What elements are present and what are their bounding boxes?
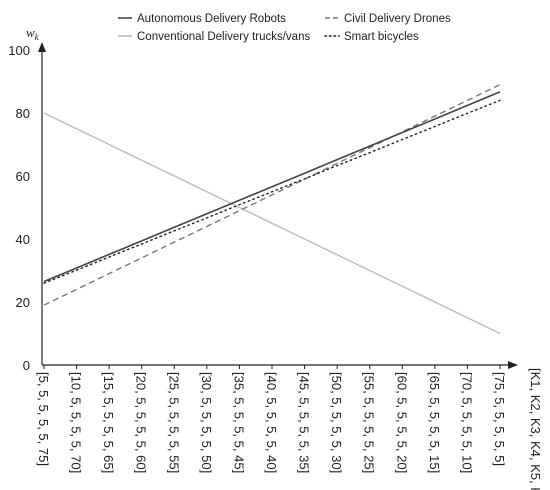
series-lines: [43, 83, 501, 335]
y-tick-label: 0: [23, 358, 30, 373]
y-tick-label: 20: [16, 295, 30, 310]
x-tick-label: [45, 5, 5, 5, 5, 35]: [297, 372, 312, 473]
x-tick-label: [60, 5, 5, 5, 5, 20]: [394, 372, 409, 473]
series-line-0: [43, 91, 501, 283]
x-tick-label: [20, 5, 5, 5, 5, 60]: [134, 372, 149, 473]
legend-label-2: Conventional Delivery trucks/vans: [137, 31, 310, 43]
legend: Autonomous Delivery Robots Civil Delivery…: [118, 13, 451, 43]
x-tick-label: [15, 5, 5, 5, 5, 65]: [101, 372, 116, 473]
y-tick-label: 40: [16, 232, 30, 247]
legend-label-3: Smart bicycles: [344, 31, 419, 43]
x-tick-label: [35, 5, 5, 5, 5, 45]: [231, 372, 246, 473]
series-line-1: [43, 83, 501, 306]
x-tick-label: [75, 5, 5, 5, 5, 5]: [492, 372, 507, 466]
legend-label-0: Autonomous Delivery Robots: [137, 13, 286, 25]
x-tick-label: [5, 5, 5, 5, 5, 75]: [36, 372, 51, 466]
x-axis-arrow: [508, 361, 518, 369]
x-tick-label: [50, 5, 5, 5, 5, 30]: [329, 372, 344, 473]
series-line-3: [43, 99, 501, 284]
legend-label-1: Civil Delivery Drones: [344, 13, 451, 25]
x-axis-label: [K1, K2, K3, K4, K5, K6]: [528, 368, 543, 490]
x-ticks: [5, 5, 5, 5, 5, 75] [10, 5, 5, 5, 5, 70] […: [36, 365, 507, 473]
y-ticks: 0 20 40 60 80 100: [8, 43, 30, 373]
series-line-2: [43, 112, 501, 335]
x-tick-label: [40, 5, 5, 5, 5, 40]: [264, 372, 279, 473]
y-axis-arrow: [38, 42, 46, 52]
x-tick-label: [70, 5, 5, 5, 5, 10]: [459, 372, 474, 473]
y-axis-label-main: w: [26, 25, 35, 40]
x-tick-label: [65, 5, 5, 5, 5, 15]: [427, 372, 442, 473]
x-tick-label: [55, 5, 5, 5, 5, 25]: [362, 372, 377, 473]
x-tick-label: [30, 5, 5, 5, 5, 50]: [199, 372, 214, 473]
x-tick-label: [10, 5, 5, 5, 5, 70]: [69, 372, 84, 473]
y-axis-label-subscript: k: [35, 32, 40, 42]
y-tick-label: 100: [8, 43, 30, 58]
axes: wk [K1, K2, K3, K4, K5, K6]: [26, 25, 543, 490]
y-axis-label: wk: [26, 25, 40, 42]
y-tick-label: 80: [16, 106, 30, 121]
y-tick-label: 60: [16, 169, 30, 184]
x-tick-label: [25, 5, 5, 5, 5, 55]: [166, 372, 181, 473]
